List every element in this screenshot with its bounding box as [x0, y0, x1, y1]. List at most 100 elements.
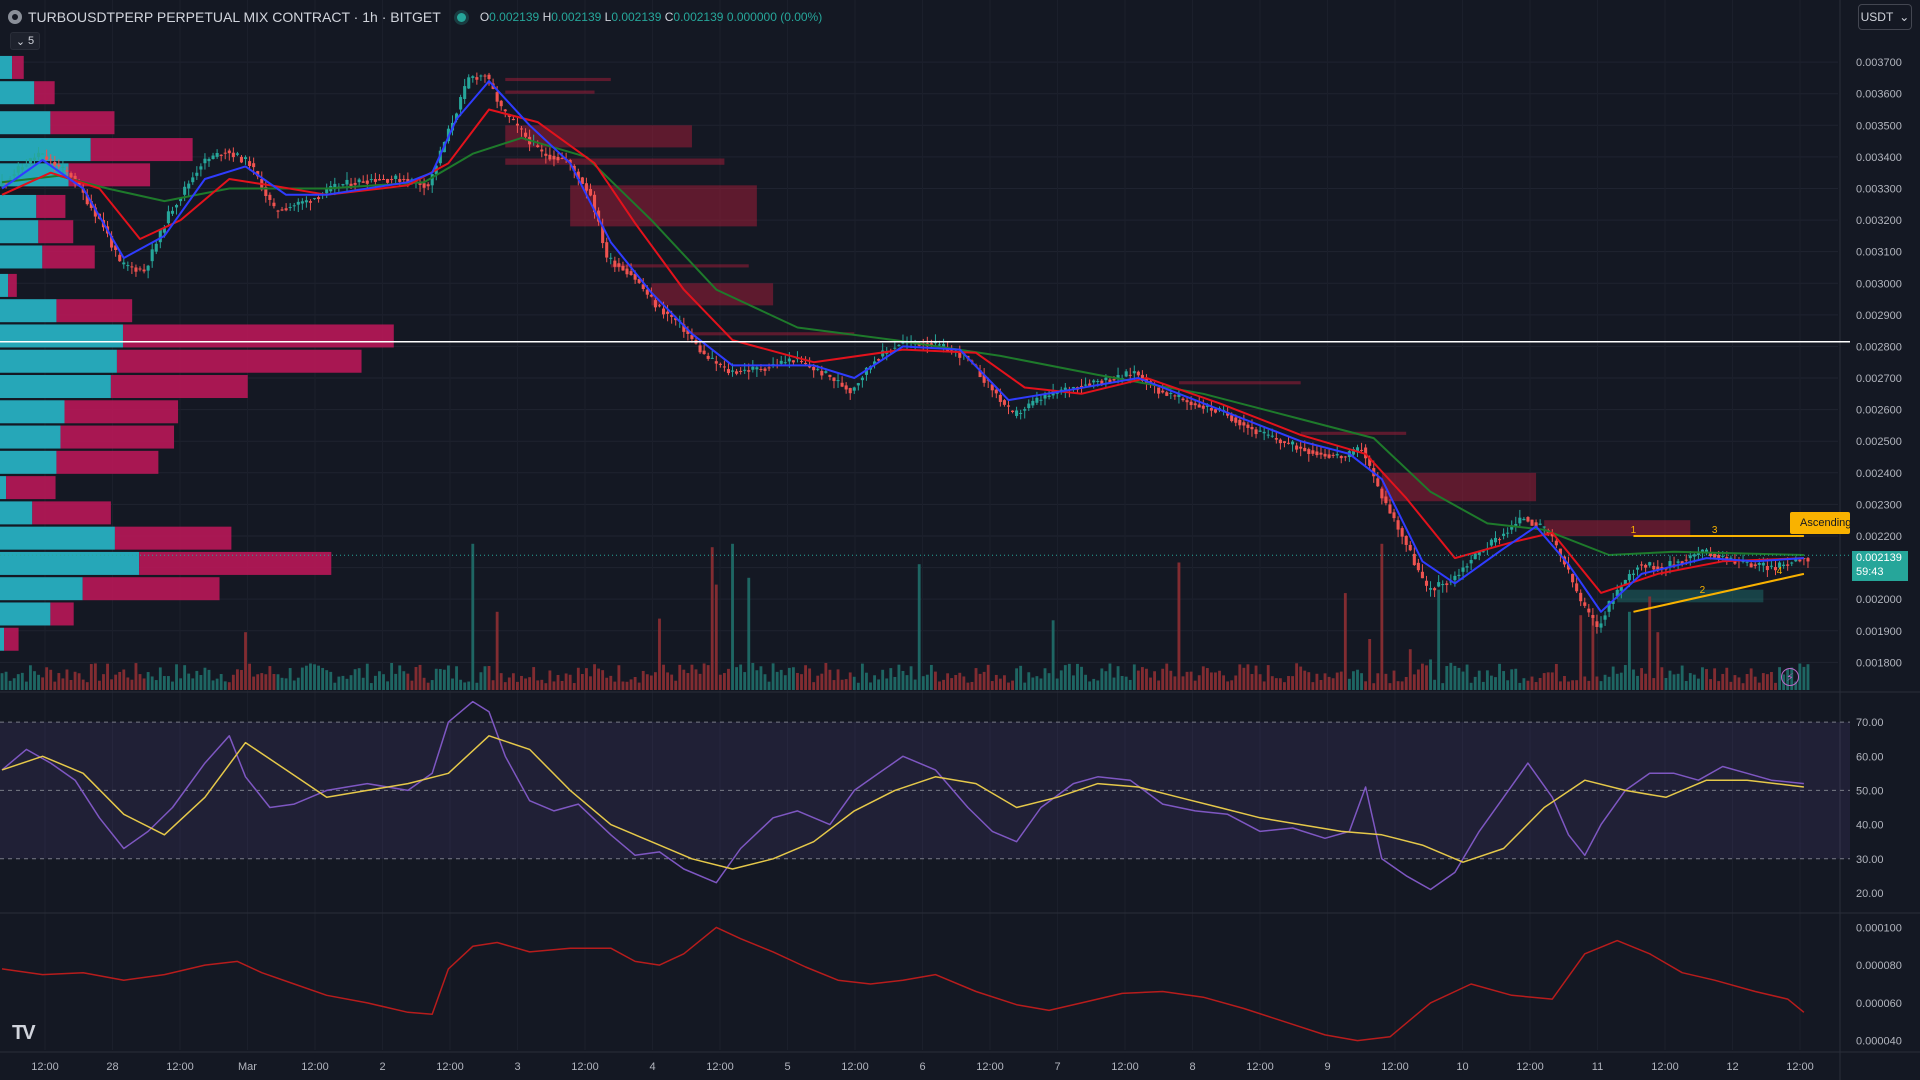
volume-bar	[284, 678, 288, 690]
volume-bar	[1757, 682, 1761, 690]
candle-body	[1615, 589, 1619, 597]
volume-bar	[1270, 676, 1274, 690]
volume-bar	[1177, 562, 1181, 690]
candle-body	[219, 154, 223, 156]
volume-bar	[398, 665, 402, 690]
candle-body	[1027, 403, 1031, 409]
candle-body	[150, 249, 154, 262]
candle-body	[670, 314, 674, 317]
candle-body	[588, 189, 593, 196]
candle-body	[609, 257, 613, 259]
volume-bar	[1490, 675, 1493, 690]
candle-body	[1015, 410, 1019, 416]
volume-bar	[1035, 676, 1039, 690]
volume-bar	[751, 663, 755, 690]
candle-body	[1079, 385, 1084, 388]
candle-body	[666, 311, 670, 314]
candle-body	[1286, 442, 1291, 444]
volume-bar	[1684, 681, 1688, 690]
candle-body	[37, 152, 41, 157]
candle-body	[272, 202, 276, 207]
candle-body	[767, 367, 771, 369]
candle-body	[836, 380, 840, 382]
tradingview-logo-icon[interactable]: TV	[12, 1022, 36, 1044]
volume-bar	[292, 680, 296, 690]
volume-bar	[1230, 680, 1234, 690]
candle-body	[787, 358, 791, 362]
candle-body	[1104, 377, 1108, 381]
volume-bar	[1287, 676, 1290, 690]
volume-profile-sell-bar	[110, 375, 248, 399]
currency-label: USDT	[1860, 10, 1894, 24]
candle-body	[524, 132, 528, 137]
candle-body	[77, 182, 81, 185]
volume-profile-buy-bar	[0, 273, 9, 297]
candle-body	[280, 209, 284, 211]
volume-bar	[1696, 678, 1700, 690]
market-status-dot-icon[interactable]	[456, 12, 466, 22]
volume-bar	[89, 664, 93, 690]
close-value: 0.002139	[673, 10, 724, 24]
volume-bar	[1015, 668, 1019, 690]
candle-body	[597, 210, 601, 222]
volume-profile-sell-bar	[50, 602, 74, 626]
volume-bar	[1011, 680, 1014, 690]
volume-bar	[516, 681, 519, 690]
volume-bar	[158, 667, 162, 690]
candle-body	[32, 157, 37, 161]
price-tick-label: 0.003700	[1856, 57, 1902, 69]
candle-body	[422, 183, 426, 188]
candle-body	[730, 370, 735, 372]
volume-bar	[1063, 665, 1067, 690]
volume-bar	[1347, 678, 1351, 690]
volume-profile-sell-bar	[56, 299, 133, 323]
volume-bar	[410, 680, 414, 690]
candle-body	[556, 156, 560, 161]
triangle-point-label: 2	[1700, 585, 1706, 596]
volume-bar	[1311, 682, 1315, 690]
candle-body	[1579, 592, 1583, 602]
volume-bar	[1193, 680, 1197, 690]
volume-bar	[1352, 671, 1355, 690]
volume-bar	[536, 680, 540, 690]
volume-bar	[1542, 673, 1546, 690]
volume-bar	[528, 677, 532, 690]
volume-bar	[1794, 681, 1798, 690]
volume-bar	[1149, 677, 1152, 690]
volume-bar	[1425, 665, 1428, 690]
lightning-icon[interactable]: ⚡	[1781, 668, 1799, 686]
price-tick-label: 0.002700	[1856, 373, 1902, 385]
candle-body	[714, 361, 718, 364]
currency-select[interactable]: USDT ⌄	[1858, 4, 1912, 30]
candle-body	[877, 359, 881, 361]
volume-bar	[662, 664, 665, 690]
open-value: 0.002139	[489, 10, 540, 24]
volume-bar	[1575, 680, 1579, 690]
candle-body	[248, 161, 252, 167]
volume-profile-buy-bar	[0, 299, 57, 323]
candle-body	[386, 179, 390, 183]
symbol-title[interactable]: TURBOUSDTPERP PERPETUAL MIX CONTRACT · 1…	[28, 9, 441, 25]
volume-bar	[1007, 682, 1010, 690]
volume-bar	[373, 675, 377, 690]
candle-body	[584, 183, 588, 191]
candle-body	[552, 155, 556, 160]
volume-bar	[1603, 674, 1607, 690]
candle-body	[1668, 561, 1672, 567]
volume-bars	[0, 543, 1810, 690]
volume-bar	[1278, 678, 1282, 690]
candle-body	[1684, 559, 1688, 561]
volume-profile-sell-bar	[122, 324, 394, 348]
candle-body	[199, 166, 203, 170]
candle-body	[848, 388, 852, 394]
candle-body	[1757, 562, 1761, 565]
indicators-collapse-button[interactable]: ⌄ 5	[10, 32, 40, 50]
candle-body	[1595, 621, 1599, 627]
volume-bar	[1274, 678, 1278, 690]
volume-profile	[0, 55, 394, 651]
candle-body	[958, 352, 962, 358]
volume-bar	[1445, 666, 1449, 690]
time-tick-label: 9	[1324, 1061, 1330, 1073]
pattern-label[interactable]: Ascending	[1790, 512, 1850, 534]
